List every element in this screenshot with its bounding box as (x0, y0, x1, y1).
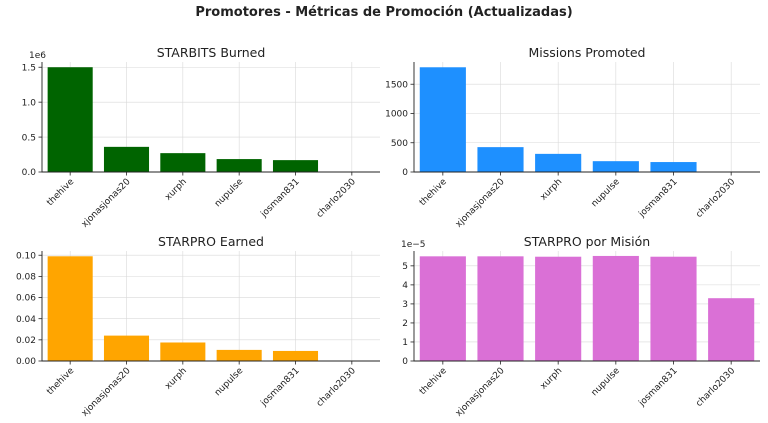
bar-nupulse (216, 349, 262, 361)
x-tick-label: xjonasjonas20 (454, 177, 507, 230)
panel-title: STARPRO Earned (158, 234, 264, 249)
y-tick-label: 0 (402, 357, 408, 367)
x-tick-label: josman831 (259, 366, 302, 409)
x-tick-label: josman831 (259, 177, 302, 220)
bar-nupulse (216, 159, 262, 172)
y-tick-label: 0.0 (22, 168, 37, 178)
bar-xurph (160, 342, 206, 361)
chart-panel-4: 0 1 2 3 4 5 thehive xjonasjonas20 xurph nupulse jo… (401, 234, 760, 419)
x-tick-label: charlo2030 (694, 366, 737, 409)
y-tick-label: 0.04 (16, 315, 36, 325)
bar-charlo2030 (708, 298, 755, 361)
axes-spines (41, 62, 380, 173)
panel-title: Missions Promoted (529, 45, 646, 60)
bar-xjonasjonas20 (103, 335, 150, 361)
panel-title: STARPRO por Misión (524, 234, 650, 249)
bar-josman831 (650, 256, 697, 361)
x-tick-label: josman831 (637, 366, 680, 409)
axes-spines (413, 251, 760, 362)
y-tick-label: 4 (402, 281, 408, 291)
y-tick-label: 0.08 (16, 273, 36, 283)
y-tick-label: 5 (402, 262, 408, 272)
x-tick-label: thehive (418, 177, 449, 208)
y-tick-label: 1 (402, 338, 408, 348)
x-tick-label: xjonasjonas20 (454, 366, 507, 419)
x-tick-label: xurph (163, 177, 189, 203)
y-tick-label: 0.06 (16, 294, 36, 304)
bar-xjonasjonas20 (477, 147, 524, 172)
bar-thehive (419, 256, 466, 361)
y-offset-label: 1e6 (29, 51, 46, 61)
y-tick-label: 500 (391, 139, 408, 149)
y-tick-label: 0 (402, 168, 408, 178)
x-tick-label: charlo2030 (315, 366, 358, 409)
y-tick-label: 0.10 (16, 251, 36, 261)
y-tick-label: 2 (402, 319, 408, 329)
x-tick-label: nupulse (213, 177, 246, 210)
x-tick-label: xjonasjonas20 (80, 177, 133, 230)
axes-spines (413, 62, 760, 173)
y-tick-label: 1.5 (22, 63, 36, 73)
y-tick-label: 3 (402, 300, 408, 310)
y-tick-label: 0.5 (22, 133, 36, 143)
x-tick-label: xurph (163, 366, 189, 392)
x-tick-label: xurph (539, 366, 565, 392)
x-tick-label: nupulse (590, 177, 623, 210)
bar-thehive (419, 67, 466, 172)
chart-panel-2: 0 500 1000 1500 thehive xjonasjonas20 xurph nup… (385, 45, 760, 230)
bar-xurph (535, 153, 582, 172)
x-tick-label: charlo2030 (315, 177, 358, 220)
x-tick-label: thehive (418, 366, 449, 397)
chart-panel-3: 0.00 0.02 0.04 0.06 0.08 0.10 thehive xjonasjon… (16, 234, 380, 419)
y-tick-label: 1500 (385, 80, 408, 90)
bar-nupulse (592, 255, 639, 361)
bar-xurph (535, 256, 582, 361)
x-tick-label: josman831 (637, 177, 680, 220)
axes-spines (41, 251, 380, 362)
x-tick-label: charlo2030 (694, 177, 737, 220)
panel-title: STARBITS Burned (157, 45, 266, 60)
y-offset-label: 1e−5 (401, 240, 426, 250)
y-tick-label: 1.0 (22, 98, 37, 108)
x-tick-label: xjonasjonas20 (80, 366, 133, 419)
x-tick-label: nupulse (213, 366, 246, 399)
bar-xjonasjonas20 (103, 146, 150, 172)
y-tick-label: 1000 (385, 110, 408, 120)
figure-title: Promotores - Métricas de Promoción (Actu… (195, 5, 572, 20)
bar-thehive (47, 67, 93, 172)
chart-panel-1: 0.0 0.5 1.0 1.5 thehive xjonasjonas20 xurph nup… (22, 45, 380, 230)
x-tick-label: thehive (45, 177, 76, 208)
x-tick-label: xurph (539, 177, 565, 203)
bar-xjonasjonas20 (477, 256, 524, 361)
bar-xurph (160, 153, 206, 172)
x-tick-label: thehive (45, 366, 76, 397)
y-tick-label: 0.00 (16, 357, 36, 367)
bar-thehive (47, 256, 93, 361)
bar-josman831 (272, 160, 319, 172)
bar-josman831 (650, 162, 697, 172)
x-tick-label: nupulse (590, 366, 623, 399)
y-tick-label: 0.02 (16, 336, 36, 346)
bar-josman831 (272, 350, 319, 361)
bar-nupulse (592, 161, 639, 172)
